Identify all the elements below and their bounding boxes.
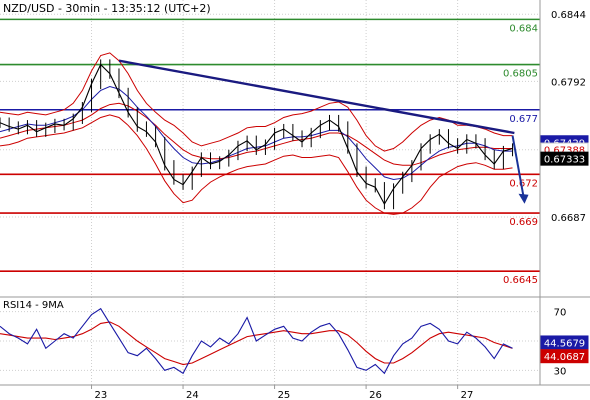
time-ticks: 23 24 25 26 27 — [91, 385, 474, 400]
level-label: 0.684 — [509, 23, 538, 34]
axes — [0, 0, 590, 386]
rsi-tick-label: 70 — [554, 308, 567, 319]
time-tick-label: 23 — [95, 390, 108, 400]
rsi-badge-text: 44.0687 — [544, 352, 585, 363]
rsi-series — [0, 307, 513, 375]
price-tick-label: 0.6844 — [551, 10, 586, 21]
price-series — [0, 59, 514, 210]
rsi-badge-background — [540, 335, 589, 350]
upper-band-line — [0, 52, 513, 152]
price-badge-background — [540, 151, 589, 166]
time-tick-label: 26 — [369, 390, 382, 400]
rsi-badge-background — [540, 349, 589, 364]
lower-band-line — [0, 114, 513, 215]
forecast-arrow — [511, 135, 525, 197]
level-label: 0.669 — [509, 217, 538, 228]
price-close-line — [0, 63, 513, 206]
price-tick-label: 0.6687 — [551, 213, 586, 224]
price-badge-text: 0.67333 — [544, 155, 585, 166]
rsi-tick-label: 30 — [554, 366, 567, 377]
forecast-arrow-head — [518, 193, 529, 204]
rsi-line — [0, 307, 513, 375]
level-label: 0.6805 — [503, 69, 538, 80]
price-grid — [0, 0, 540, 297]
time-tick-label: 24 — [186, 390, 199, 400]
trend-annotations — [118, 59, 529, 204]
price-badge-text: 0.67388 — [544, 146, 585, 157]
support-resistance-levels: 0.684 0.6805 0.677 0.672 0.669 0.6645 — [0, 18, 540, 286]
time-tick-label: 27 — [461, 390, 474, 400]
descending-trendline — [118, 59, 515, 135]
rsi-label: RSI14 - 9MA — [3, 300, 64, 311]
level-label: 0.677 — [509, 114, 538, 125]
time-tick-label: 25 — [278, 390, 291, 400]
rsi-ma-line — [0, 321, 513, 366]
rsi-badge-text: 44.5679 — [544, 338, 585, 349]
rsi-badge: 44.5679 — [540, 335, 589, 350]
level-label: 0.672 — [509, 178, 538, 189]
rsi-badge: 44.0687 — [540, 349, 589, 364]
price-badge: 0.67333 — [540, 151, 589, 166]
price-tick-label: 0.6792 — [551, 77, 586, 88]
level-label: 0.6645 — [503, 275, 538, 286]
chart-title: NZD/USD - 30min - 13:35:12 (UTC+2) — [3, 2, 211, 15]
